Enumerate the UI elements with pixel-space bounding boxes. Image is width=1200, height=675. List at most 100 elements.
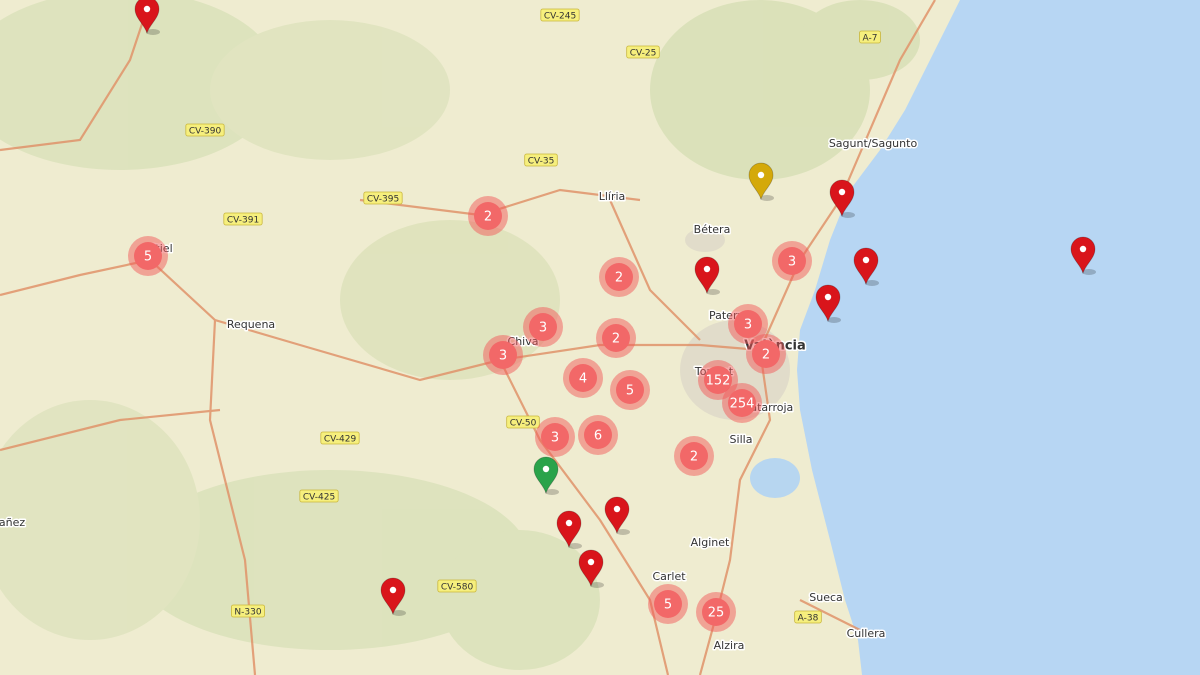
- marker-pin[interactable]: [604, 496, 630, 535]
- pin-dot: [143, 5, 151, 13]
- marker-cluster[interactable]: 3: [728, 304, 768, 344]
- pin-dot: [838, 188, 846, 196]
- cluster-count: 2: [615, 271, 623, 286]
- cluster-count: 2: [762, 348, 770, 363]
- cluster-count: 2: [612, 332, 620, 347]
- cluster-core: [616, 376, 644, 404]
- place-label: Sagunt/Sagunto: [829, 137, 918, 150]
- marker-cluster[interactable]: 2: [596, 318, 636, 358]
- marker-pin[interactable]: [134, 0, 160, 35]
- place-label: Llíria: [599, 190, 626, 203]
- pin-body: [829, 179, 855, 218]
- cluster-core: [680, 442, 708, 470]
- road-label: CV-35: [528, 157, 555, 167]
- marker-pin[interactable]: [815, 284, 841, 323]
- cluster-core: [752, 340, 780, 368]
- marker-pin[interactable]: [380, 577, 406, 616]
- marker-pin[interactable]: [578, 549, 604, 588]
- road-shield: A-38: [794, 610, 822, 624]
- cluster-count: 5: [144, 250, 152, 265]
- pin-shadow: [827, 317, 841, 323]
- pin-shadow: [706, 289, 720, 295]
- pin-shadow: [568, 543, 582, 549]
- cluster-count: 2: [690, 450, 698, 465]
- cluster-core: [602, 324, 630, 352]
- pin-shadow: [392, 610, 406, 616]
- marker-cluster[interactable]: 3: [772, 241, 812, 281]
- cluster-core: [728, 389, 756, 417]
- marker-pin[interactable]: [1070, 236, 1096, 275]
- marker-pin[interactable]: [533, 456, 559, 495]
- road-label: CV-391: [227, 216, 259, 226]
- pin-shadow: [1082, 269, 1096, 275]
- place-label: Bétera: [694, 223, 731, 236]
- pin-dot: [542, 465, 550, 473]
- marker-cluster[interactable]: 2: [674, 436, 714, 476]
- cluster-core: [474, 202, 502, 230]
- cluster-count: 3: [499, 349, 507, 364]
- cluster-core: [134, 242, 162, 270]
- pin-dot: [587, 558, 595, 566]
- marker-cluster[interactable]: 3: [523, 307, 563, 347]
- cluster-count: 4: [579, 372, 587, 387]
- road-shield-box: [185, 123, 225, 137]
- road-shield-box: [524, 153, 558, 167]
- place-label: Requena: [227, 318, 275, 331]
- cluster-core: [734, 310, 762, 338]
- road-label: CV-50: [510, 419, 537, 429]
- lagoon: [750, 458, 800, 498]
- marker-cluster[interactable]: 3: [483, 335, 523, 375]
- pin-shadow: [865, 280, 879, 286]
- cluster-count: 25: [708, 606, 725, 621]
- pin-body: [815, 284, 841, 323]
- cluster-core: [702, 598, 730, 626]
- road-shield-box: [540, 8, 580, 22]
- marker-cluster[interactable]: 6: [578, 415, 618, 455]
- marker-pin[interactable]: [748, 162, 774, 201]
- marker-cluster[interactable]: 5: [128, 236, 168, 276]
- cluster-count: 254: [730, 397, 755, 412]
- road-shield-box: [363, 191, 403, 205]
- cluster-core: [489, 341, 517, 369]
- marker-pin[interactable]: [829, 179, 855, 218]
- marker-cluster[interactable]: 3: [535, 417, 575, 457]
- road-shield-box: [231, 604, 265, 618]
- cluster-count: 5: [626, 384, 634, 399]
- pin-shadow: [841, 212, 855, 218]
- pin-shadow: [616, 529, 630, 535]
- pin-shadow: [545, 489, 559, 495]
- road-shield-box: [626, 45, 660, 59]
- marker-cluster[interactable]: 25: [696, 592, 736, 632]
- road-shield: CV-25: [626, 45, 660, 59]
- road-shield-box: [794, 610, 822, 624]
- pin-dot: [389, 586, 397, 594]
- marker-pin[interactable]: [853, 247, 879, 286]
- pin-body: [556, 510, 582, 549]
- place-label: Alginet: [691, 536, 730, 549]
- marker-cluster[interactable]: 4: [563, 358, 603, 398]
- road-shield: CV-580: [437, 579, 477, 593]
- place-label: Silla: [730, 433, 753, 446]
- marker-cluster[interactable]: 5: [648, 584, 688, 624]
- cluster-count: 5: [664, 598, 672, 613]
- marker-cluster[interactable]: 2: [746, 334, 786, 374]
- pin-shadow: [146, 29, 160, 35]
- marker-cluster[interactable]: 2: [468, 196, 508, 236]
- marker-cluster[interactable]: 5: [610, 370, 650, 410]
- road-label: CV-25: [630, 49, 657, 59]
- pin-dot: [824, 293, 832, 301]
- marker-pin[interactable]: [556, 510, 582, 549]
- road-shield: CV-390: [185, 123, 225, 137]
- marker-cluster[interactable]: 254: [722, 383, 762, 423]
- marker-pin[interactable]: [694, 256, 720, 295]
- cluster-core: [584, 421, 612, 449]
- pins: [134, 0, 1096, 616]
- road-shield: CV-391: [223, 212, 263, 226]
- place-label: Cullera: [847, 627, 886, 640]
- road-label: N-330: [234, 608, 261, 618]
- cluster-core: [654, 590, 682, 618]
- road-label: CV-245: [544, 12, 576, 22]
- marker-cluster[interactable]: 2: [599, 257, 639, 297]
- road-shield-box: [506, 415, 540, 429]
